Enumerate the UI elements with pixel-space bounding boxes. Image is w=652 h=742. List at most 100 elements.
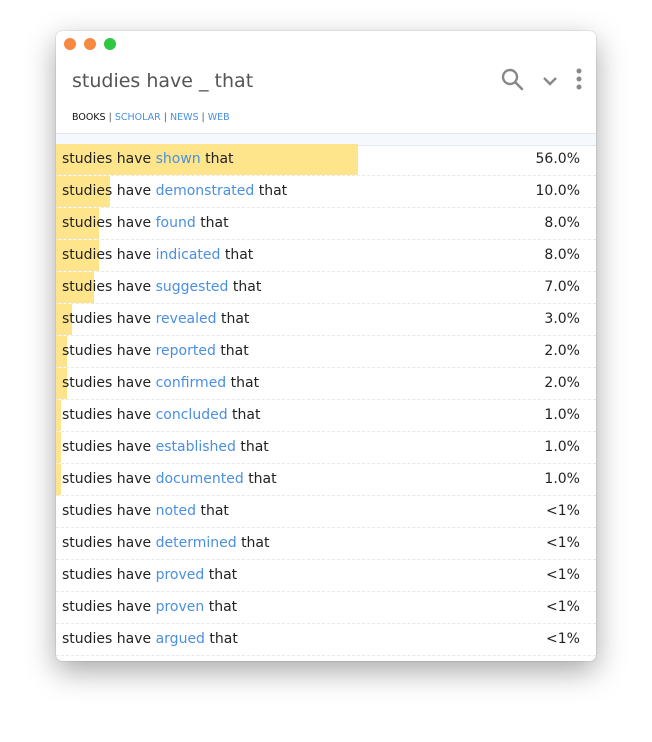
result-percent: 2.0%: [544, 375, 580, 391]
frequency-bar: [56, 208, 100, 239]
phrase-prefix: studies have: [62, 247, 152, 263]
result-phrase: studies have noted that: [62, 503, 229, 519]
phrase-prefix: studies have: [62, 567, 152, 583]
result-row[interactable]: studies have revealed that 3.0%: [56, 304, 596, 336]
phrase-word: indicated: [155, 247, 221, 263]
phrase-suffix: that: [209, 631, 238, 647]
phrase-prefix: studies have: [62, 503, 152, 519]
frequency-bar: [56, 304, 73, 335]
result-phrase: studies have determined that: [62, 535, 270, 551]
frequency-bar: [56, 144, 359, 175]
result-row[interactable]: studies have concluded that 1.0%: [56, 400, 596, 432]
tab-web[interactable]: WEB: [207, 112, 230, 123]
result-percent: <1%: [546, 567, 580, 583]
zoom-window-button[interactable]: [104, 38, 116, 50]
phrase-word: suggested: [155, 279, 229, 295]
result-phrase: studies have suggested that: [62, 279, 261, 295]
phrase-word: proven: [155, 599, 205, 615]
phrase-suffix: that: [230, 375, 260, 391]
phrase-suffix: that: [224, 247, 254, 263]
frequency-bar: [56, 336, 67, 367]
result-phrase: studies have proven that: [62, 599, 237, 615]
phrase-word: documented: [155, 471, 244, 487]
phrase-prefix: studies have: [62, 311, 152, 327]
phrase-word: confirmed: [155, 375, 227, 391]
result-phrase: studies have proved that: [62, 567, 237, 583]
result-phrase: studies have argued that: [62, 631, 238, 647]
close-window-button[interactable]: [64, 38, 76, 50]
phrase-prefix: studies have: [62, 183, 152, 199]
phrase-prefix: studies have: [62, 535, 152, 551]
phrase-suffix: that: [240, 439, 269, 455]
result-percent: 8.0%: [544, 247, 580, 263]
result-percent: 2.0%: [544, 343, 580, 359]
result-row[interactable]: studies have suggested that 7.0%: [56, 272, 596, 304]
phrase-suffix: that: [220, 343, 249, 359]
tab-separator: |: [160, 112, 170, 123]
result-row[interactable]: studies have proved that <1%: [56, 560, 596, 592]
phrase-prefix: studies have: [62, 599, 152, 615]
result-row[interactable]: studies have noted that <1%: [56, 496, 596, 528]
result-row[interactable]: studies have proven that <1%: [56, 592, 596, 624]
tab-news[interactable]: NEWS: [169, 112, 199, 123]
phrase-word: found: [155, 215, 196, 231]
tab-separator: |: [105, 112, 115, 123]
phrase-prefix: studies have: [62, 471, 152, 487]
result-phrase: studies have found that: [62, 215, 229, 231]
phrase-prefix: studies have: [62, 343, 152, 359]
results-list: studies have shown that 56.0% studies ha…: [56, 144, 596, 656]
result-percent: 10.0%: [535, 183, 580, 199]
chevron-down-icon[interactable]: [542, 72, 558, 91]
frequency-bar: [56, 368, 67, 399]
minimize-window-button[interactable]: [84, 38, 96, 50]
result-row[interactable]: studies have determined that <1%: [56, 528, 596, 560]
result-phrase: studies have demonstrated that: [62, 183, 287, 199]
result-percent: 7.0%: [544, 279, 580, 295]
result-row[interactable]: studies have established that 1.0%: [56, 432, 596, 464]
tab-scholar[interactable]: SCHOLAR: [114, 112, 161, 123]
phrase-word: revealed: [155, 311, 217, 327]
phrase-suffix: that: [205, 151, 234, 167]
tab-books[interactable]: BOOKS: [72, 112, 106, 123]
phrase-suffix: that: [200, 503, 229, 519]
phrase-suffix: that: [208, 599, 238, 615]
more-vertical-icon[interactable]: [576, 68, 582, 94]
result-percent: <1%: [546, 631, 580, 647]
result-phrase: studies have established that: [62, 439, 269, 455]
result-row[interactable]: studies have indicated that 8.0%: [56, 240, 596, 272]
phrase-word: established: [155, 439, 236, 455]
result-row[interactable]: studies have found that 8.0%: [56, 208, 596, 240]
phrase-word: reported: [155, 343, 216, 359]
phrase-suffix: that: [200, 215, 229, 231]
result-row[interactable]: studies have demonstrated that 10.0%: [56, 176, 596, 208]
tab-separator: |: [198, 112, 208, 123]
result-row[interactable]: studies have reported that 2.0%: [56, 336, 596, 368]
phrase-word: argued: [155, 631, 205, 647]
phrase-word: shown: [155, 151, 201, 167]
phrase-suffix: that: [248, 471, 277, 487]
search-icon[interactable]: [500, 67, 524, 95]
result-phrase: studies have shown that: [62, 151, 234, 167]
phrase-word: concluded: [155, 407, 228, 423]
phrase-word: proved: [155, 567, 205, 583]
app-window: studies have _ that BOOKS | SCHOLAR | NE…: [56, 31, 596, 661]
result-phrase: studies have indicated that: [62, 247, 253, 263]
phrase-prefix: studies have: [62, 631, 152, 647]
result-percent: 56.0%: [535, 151, 580, 167]
result-phrase: studies have revealed that: [62, 311, 249, 327]
result-phrase: studies have reported that: [62, 343, 249, 359]
phrase-prefix: studies have: [62, 375, 152, 391]
result-percent: <1%: [546, 599, 580, 615]
phrase-prefix: studies have: [62, 215, 152, 231]
result-row[interactable]: studies have confirmed that 2.0%: [56, 368, 596, 400]
result-row[interactable]: studies have documented that 1.0%: [56, 464, 596, 496]
result-row[interactable]: studies have argued that <1%: [56, 624, 596, 656]
phrase-suffix: that: [258, 183, 288, 199]
result-percent: <1%: [546, 503, 580, 519]
phrase-word: noted: [155, 503, 197, 519]
phrase-prefix: studies have: [62, 407, 152, 423]
phrase-suffix: that: [232, 407, 261, 423]
result-row[interactable]: studies have shown that 56.0%: [56, 144, 596, 176]
query-title[interactable]: studies have _ that: [72, 70, 254, 92]
result-percent: 3.0%: [544, 311, 580, 327]
